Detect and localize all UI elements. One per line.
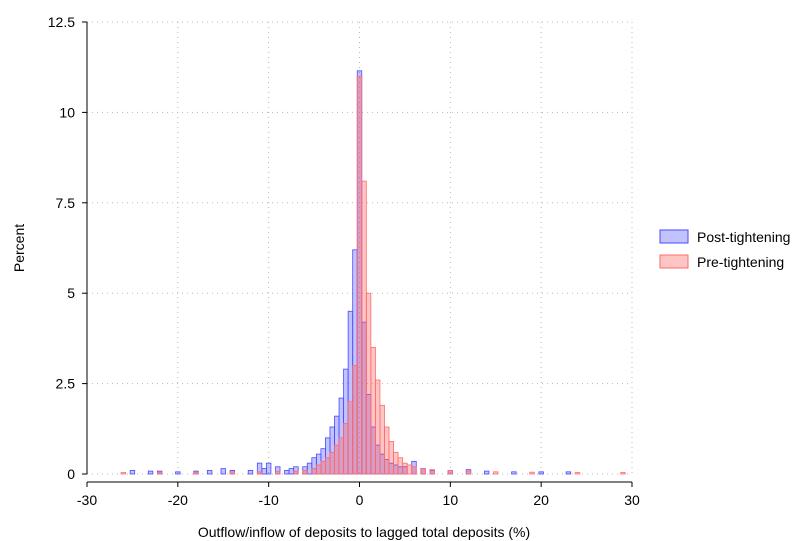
histogram-bar: [265, 462, 272, 475]
histogram-bar: [529, 471, 535, 475]
x-tick-label: 20: [533, 492, 549, 508]
histogram-bar: [256, 471, 263, 475]
histogram-bar: [511, 471, 517, 475]
histogram-bar: [261, 468, 267, 475]
histogram-bar: [352, 365, 358, 475]
y-axis-title: Percent: [11, 224, 27, 272]
histogram-bar: [284, 469, 290, 475]
histogram-bar: [411, 466, 417, 475]
histogram-bar: [538, 471, 544, 475]
histogram-bar: [356, 75, 363, 475]
histogram-bar: [447, 469, 454, 475]
histogram-bar: [374, 379, 381, 475]
histogram-bar: [229, 471, 236, 475]
histogram-bar: [406, 464, 413, 475]
histogram-bar: [620, 472, 626, 475]
y-tick-label: 5: [67, 285, 75, 301]
histogram-bar: [388, 441, 394, 475]
histogram-bar: [315, 464, 322, 475]
y-tick-label: 7.5: [56, 195, 76, 211]
y-tick-label: 2.5: [56, 376, 76, 392]
histogram-bar: [288, 468, 295, 475]
histogram-bar: [483, 470, 490, 475]
histogram-bar: [347, 401, 354, 475]
histogram-bar: [156, 471, 163, 475]
histogram-bar: [397, 457, 404, 475]
histogram-bar: [320, 460, 326, 475]
histogram-bar: [361, 180, 367, 475]
histogram-bar: [329, 451, 335, 475]
x-tick-label: 30: [624, 492, 640, 508]
histogram-bar: [311, 468, 317, 475]
axes: [82, 21, 633, 487]
histogram-bar: [574, 472, 581, 475]
histogram-bar: [370, 347, 376, 475]
legend-label-post-tightening: Post-tightening: [697, 229, 790, 245]
histogram-bar: [465, 470, 472, 475]
histogram-bar: [120, 472, 127, 475]
histogram-bar: [325, 457, 331, 475]
legend-swatch-post-tightening: [659, 229, 689, 244]
histogram-bar: [343, 422, 349, 475]
histogram-bar: [193, 471, 199, 475]
x-tick-label: 0: [356, 492, 364, 508]
histogram-bar: [220, 468, 226, 475]
histogram-bar: [275, 471, 281, 475]
histogram-bar: [247, 469, 254, 475]
histogram-bar: [293, 470, 299, 475]
histogram-bar: [493, 471, 499, 475]
y-tick-label: 0: [67, 466, 75, 482]
histogram-bar: [206, 469, 213, 475]
histogram-bar: [306, 462, 313, 475]
histogram-bar: [429, 469, 435, 475]
x-tick-label: -30: [77, 492, 97, 508]
histogram-bar: [129, 469, 136, 475]
histogram-bar: [338, 437, 345, 475]
y-tick-label: 10: [59, 104, 75, 120]
x-tick-label: -10: [259, 492, 279, 508]
x-axis-title: Outflow/inflow of deposits to lagged tot…: [198, 524, 530, 540]
histogram-bar: [393, 451, 399, 475]
histogram-bar: [384, 426, 390, 475]
histogram-bar: [420, 468, 426, 475]
x-tick-label: 10: [443, 492, 459, 508]
x-tick-label: -20: [168, 492, 188, 508]
histogram-bar: [175, 471, 181, 475]
tick-labels: 0 2.5 5 7.5 10 12.5 -30 -20 -10 0 10 20 30: [48, 14, 640, 508]
legend: Post-tightening Pre-tightening: [659, 229, 790, 270]
histogram-bar: [147, 470, 154, 475]
histogram-bar: [302, 469, 308, 475]
histogram-bar: [565, 471, 572, 475]
y-tick-label: 12.5: [48, 14, 75, 30]
histogram-bar: [379, 404, 385, 475]
series-pre-tightening: [120, 75, 626, 475]
histogram-bar: [402, 462, 408, 475]
histogram-bar: [334, 444, 340, 475]
histogram-bar: [365, 292, 372, 475]
legend-swatch-pre-tightening: [659, 254, 689, 269]
legend-label-pre-tightening: Pre-tightening: [697, 254, 784, 270]
bars: [120, 70, 626, 475]
